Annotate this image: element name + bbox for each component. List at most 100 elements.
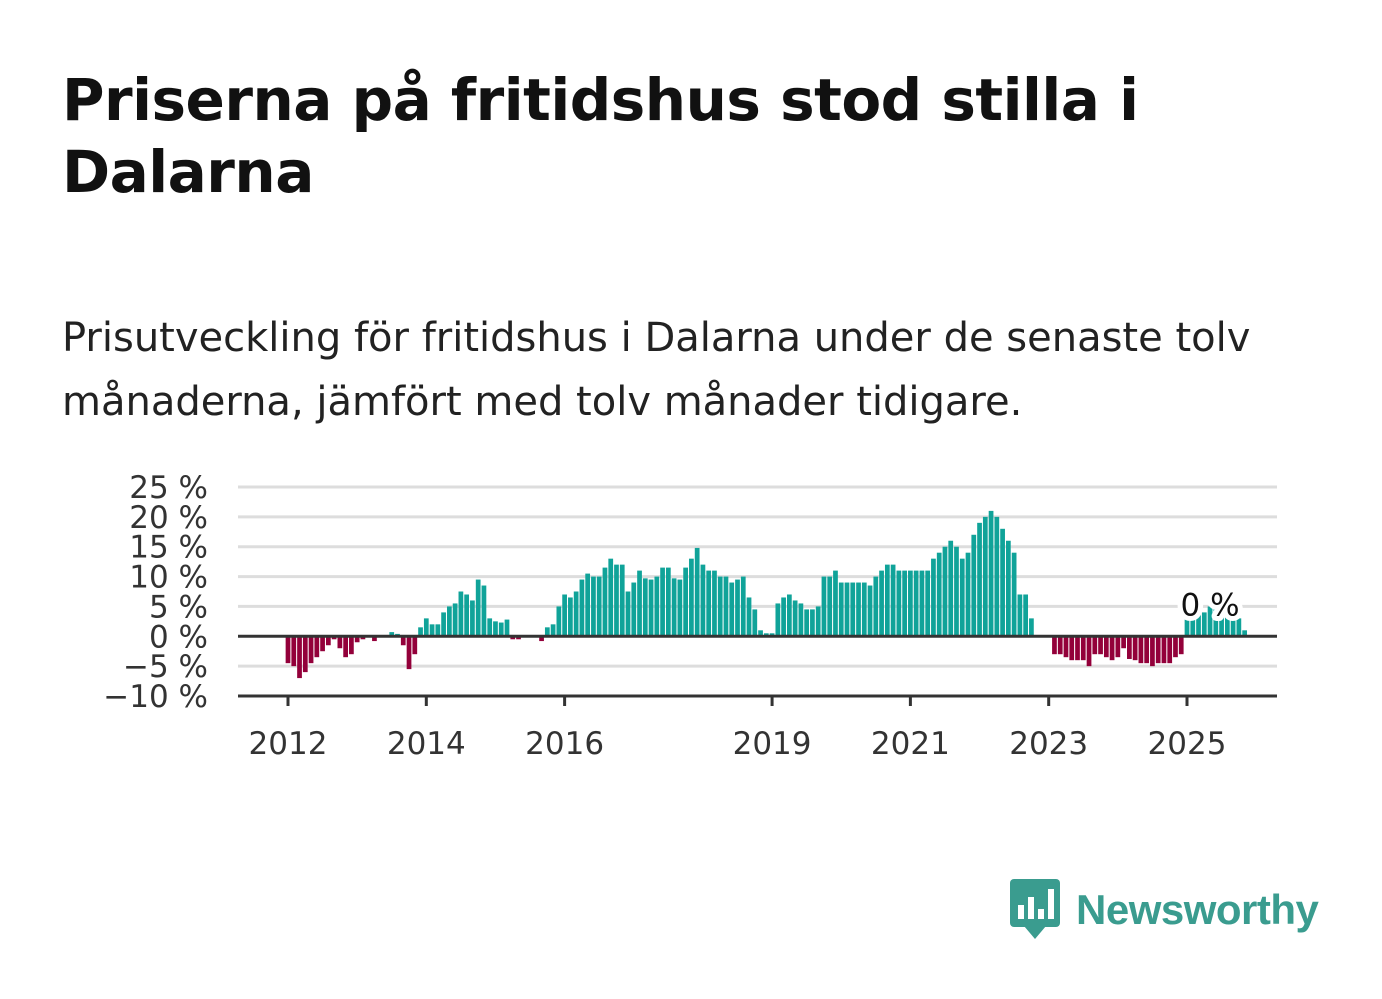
bar xyxy=(556,606,562,637)
bar xyxy=(412,636,418,655)
bar xyxy=(1005,540,1011,637)
bar xyxy=(325,636,331,646)
bar xyxy=(418,627,423,637)
bar xyxy=(1144,636,1150,664)
bar xyxy=(1213,606,1219,637)
bar xyxy=(913,570,919,637)
y-tick-label: −10 % xyxy=(103,679,208,715)
bar xyxy=(314,636,320,658)
bar xyxy=(562,594,567,637)
bar xyxy=(1000,528,1005,637)
bar xyxy=(660,567,665,637)
bar xyxy=(729,582,735,637)
annotation-group: 0 %0 % xyxy=(1176,582,1245,628)
bar xyxy=(1150,636,1155,667)
bar xyxy=(493,621,498,637)
x-tick-label: 2019 xyxy=(733,726,812,762)
x-tick-label: 2023 xyxy=(1009,726,1088,762)
bar xyxy=(723,576,729,637)
bar xyxy=(614,564,619,637)
bar xyxy=(291,636,297,667)
bar xyxy=(833,570,838,637)
bar xyxy=(625,591,631,637)
chart-title: Priserna på fritidshus stod stilla i Dal… xyxy=(62,66,1139,206)
bar xyxy=(470,600,475,637)
x-tick-label: 2014 xyxy=(387,726,466,762)
bar xyxy=(867,585,873,637)
bar xyxy=(752,609,758,637)
bar xyxy=(787,594,792,637)
bar xyxy=(1155,636,1161,664)
annotation-halo: 0 % xyxy=(1181,587,1240,623)
bar xyxy=(1173,636,1178,658)
y-tick-label: −5 % xyxy=(123,649,208,685)
bar xyxy=(1127,636,1132,659)
bar xyxy=(850,582,856,637)
bar xyxy=(400,636,406,646)
bar xyxy=(1069,636,1075,661)
bar xyxy=(971,534,977,637)
bar xyxy=(585,573,591,637)
bar xyxy=(746,597,752,637)
x-tick-label: 2021 xyxy=(871,726,950,762)
bar xyxy=(988,510,994,637)
bar xyxy=(435,624,441,637)
bar xyxy=(735,579,740,637)
bar xyxy=(700,564,706,637)
bar xyxy=(1190,612,1196,637)
bar xyxy=(1103,636,1109,658)
y-tick-label: 5 % xyxy=(149,589,208,625)
bar xyxy=(337,636,343,649)
y-tick-label: 25 % xyxy=(129,470,208,506)
bar xyxy=(804,609,810,637)
bar xyxy=(1178,636,1184,655)
bar xyxy=(815,606,821,637)
newsworthy-logo[interactable]: Newsworthy xyxy=(1010,878,1319,942)
bar xyxy=(458,591,464,637)
bar xyxy=(591,576,596,637)
bar xyxy=(1236,618,1242,637)
bar xyxy=(349,636,354,655)
bar xyxy=(861,582,867,637)
bar xyxy=(775,603,781,637)
bar xyxy=(544,627,550,637)
bar xyxy=(706,570,712,637)
bar xyxy=(429,624,435,637)
bar xyxy=(896,570,902,637)
bar xyxy=(423,618,429,637)
bar xyxy=(908,570,913,637)
bar xyxy=(1121,636,1126,649)
bar xyxy=(919,570,925,637)
annotation-label: 0 % xyxy=(1181,587,1240,623)
newsworthy-wordmark: Newsworthy xyxy=(1076,886,1319,933)
bar xyxy=(1161,636,1167,664)
y-tick-label: 10 % xyxy=(129,560,208,596)
bar xyxy=(447,606,452,637)
bar xyxy=(487,618,493,637)
bar xyxy=(677,579,683,637)
gridlines xyxy=(238,485,1277,668)
bar xyxy=(936,552,942,637)
bar xyxy=(959,558,965,637)
y-tick-label: 20 % xyxy=(129,500,208,536)
bar xyxy=(810,609,815,637)
bar xyxy=(308,636,314,664)
bar xyxy=(948,540,954,637)
bar xyxy=(879,570,884,637)
newsworthy-bar-chart-bubble-icon xyxy=(1010,879,1060,939)
bar xyxy=(1109,636,1115,661)
bar xyxy=(798,603,804,637)
bar xyxy=(406,636,412,670)
bar xyxy=(1196,612,1201,637)
bar xyxy=(717,576,723,637)
bar xyxy=(856,582,861,637)
y-tick-label: 0 % xyxy=(149,619,208,655)
bar xyxy=(573,591,579,637)
bar xyxy=(297,636,302,679)
bar xyxy=(965,552,971,637)
bar xyxy=(740,576,746,637)
x-tick-label: 2012 xyxy=(249,726,328,762)
bar xyxy=(1201,612,1207,637)
bar xyxy=(982,516,988,637)
bar xyxy=(821,576,827,637)
